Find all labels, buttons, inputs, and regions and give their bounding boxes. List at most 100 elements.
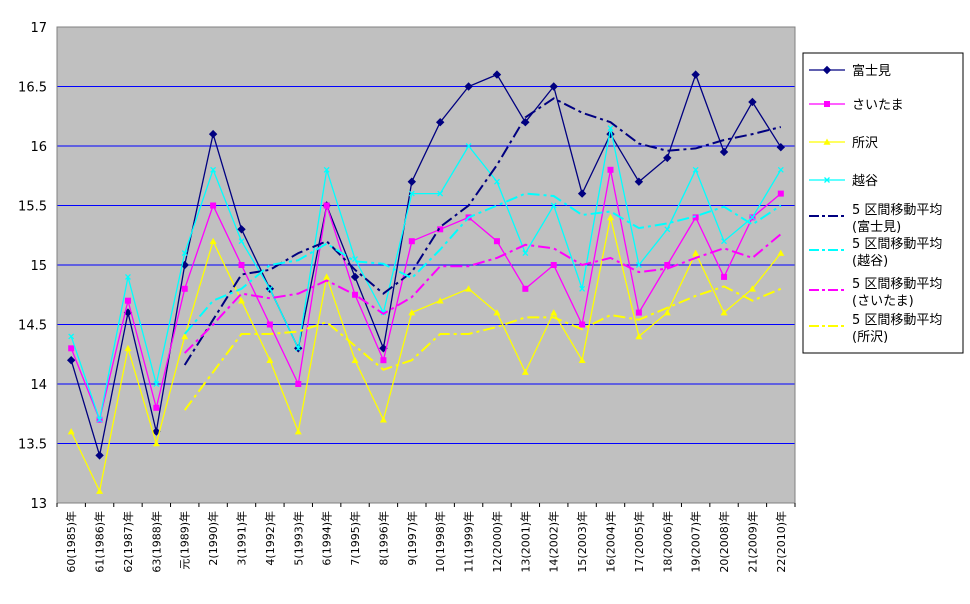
data-point [408,190,415,197]
y-tick-label: 15 [30,259,47,274]
x-tick-label: 10(1998)年 [433,511,447,573]
series-line [183,192,782,335]
data-point [181,250,188,257]
data-point [465,143,472,149]
data-point [68,333,75,340]
data-point [465,285,473,292]
data-point [578,356,586,363]
data-point [323,202,330,209]
data-point [153,381,160,387]
series-3 [68,125,784,423]
x-tick-label: 11(1999)年 [462,511,476,573]
y-tick-label: 15.5 [18,200,47,215]
data-point [294,428,302,435]
data-point [777,190,784,197]
legend-label: さいたま [852,98,904,113]
data-point [67,428,75,435]
legend-label: 富士見 [852,63,891,79]
data-point [210,166,217,173]
y-tick-label: 14 [30,378,47,393]
x-tick-label: 18(2006)年 [660,511,674,573]
series-7 [183,285,782,411]
data-point [181,332,189,340]
x-tick-label: 9(1997)年 [405,511,419,566]
legend-label: 越谷 [852,174,878,189]
data-point [95,451,104,460]
y-axis: 13 13.5 14 14.5 15 15.5 16 16.5 17 [18,21,47,512]
series-line [183,233,782,354]
data-point [295,345,302,352]
data-point [266,321,273,328]
data-point [153,404,160,411]
series-group [66,70,786,494]
data-point [692,214,699,221]
series-4 [183,97,782,366]
x-tick-label: 12(2000)年 [490,511,504,573]
data-point [748,97,757,107]
data-point [125,273,131,280]
x-tick-label: 13(2001)年 [518,511,532,573]
x-tick-label: 16(2004)年 [604,511,618,573]
data-point [437,226,444,233]
data-point [663,309,671,316]
legend-label-sub: (所沢) [852,330,888,345]
series-line [70,169,782,422]
data-point [777,249,785,256]
legend-label-sub: (富士見) [852,219,901,235]
x-tick-label: 60(1985)年 [64,511,78,573]
data-point [266,285,273,292]
data-point [635,309,642,316]
data-point [208,129,218,139]
data-point [295,381,302,387]
data-point [692,249,700,256]
data-point [380,357,387,364]
y-tick-label: 14.5 [18,319,47,334]
data-point [238,297,245,304]
data-point [380,309,387,316]
data-point [464,82,473,91]
data-point [152,427,161,436]
legend-label: 5 区間移動平均 [852,237,942,252]
y-tick-label: 13.5 [18,438,47,453]
data-point [494,178,500,185]
series-line [183,97,782,366]
data-point [351,356,359,363]
data-point [181,285,188,292]
data-point [664,226,671,233]
data-point [521,368,529,375]
series-line [183,285,782,411]
data-point [824,177,830,183]
data-point [237,225,246,234]
data-point [550,309,558,316]
data-point [607,166,614,173]
data-point [607,125,614,132]
data-point [152,440,160,447]
data-point [721,238,727,245]
data-point [238,262,245,268]
series-2 [67,213,785,494]
data-point [777,166,784,173]
data-point [323,166,330,173]
data-point [66,355,76,365]
data-point [721,273,728,280]
y-tick-label: 17 [30,21,47,36]
data-point [691,70,700,79]
legend-label-sub: (越谷) [852,254,888,269]
x-axis: 60(1985)年 61(1986)年 62(1987)年 63(1988)年 元(19… [56,503,796,573]
x-tick-label: 62(1987)年 [121,511,135,573]
x-tick-label: 22(2010)年 [774,511,788,573]
data-point [68,345,75,352]
data-point [635,262,642,268]
x-tick-label: 5(1993)年 [291,511,305,566]
data-point [549,82,558,91]
x-tick-label: 19(2007)年 [689,511,703,573]
data-point [408,309,416,316]
x-tick-label: 20(2008)年 [717,511,731,573]
data-point [663,153,672,163]
data-point [692,166,699,173]
y-tick-label: 13 [30,497,47,512]
series-line [70,217,782,494]
y-tick-label: 16.5 [18,81,47,96]
series-6 [183,233,782,354]
y-tick-label: 16 [30,140,47,155]
